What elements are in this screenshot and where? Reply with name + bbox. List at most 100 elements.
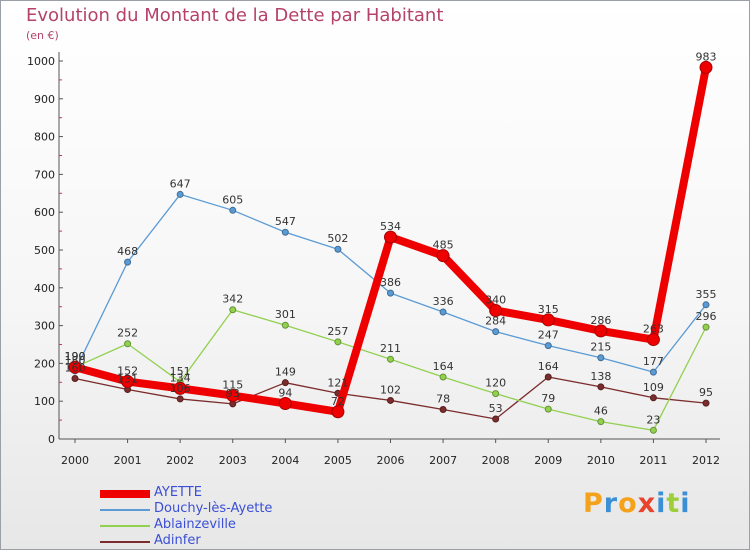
x-tick-label: 2004 — [271, 454, 299, 467]
data-point — [541, 313, 555, 327]
unit-label: (en €) — [26, 29, 59, 42]
x-tick-label: 2011 — [639, 454, 667, 467]
data-point — [492, 328, 500, 336]
logo-letter: P — [583, 488, 604, 519]
data-point — [646, 333, 660, 347]
data-label: 284 — [485, 315, 506, 328]
legend-label: Douchy-lès-Ayette — [154, 501, 273, 516]
data-label: 485 — [433, 239, 454, 252]
data-label: 115 — [222, 379, 243, 392]
data-label: 149 — [275, 366, 296, 379]
data-label: 355 — [696, 288, 717, 301]
data-point — [597, 354, 605, 362]
data-label: 164 — [538, 360, 559, 373]
data-point — [597, 383, 605, 391]
legend-label: AYETTE — [154, 485, 202, 500]
x-tick-label: 2008 — [482, 454, 510, 467]
data-point — [387, 396, 394, 404]
data-point — [387, 355, 394, 363]
data-point — [121, 375, 135, 389]
data-label: 120 — [485, 377, 506, 390]
data-label: 336 — [433, 295, 454, 308]
x-tick-label: 2010 — [587, 454, 615, 467]
logo-letter: t — [666, 488, 681, 519]
data-point — [594, 324, 608, 338]
data-label: 138 — [590, 370, 611, 383]
data-label: 95 — [699, 386, 713, 399]
data-label: 72 — [331, 395, 345, 408]
legend-swatch — [100, 509, 150, 511]
data-label: 79 — [541, 392, 555, 405]
data-label: 215 — [590, 341, 611, 354]
data-label: 53 — [489, 402, 503, 415]
data-label: 177 — [643, 355, 664, 368]
data-point — [281, 379, 289, 387]
data-point — [439, 373, 447, 381]
x-tick-label: 2009 — [534, 454, 562, 467]
logo-letter: r — [603, 488, 619, 519]
y-tick-label: 300 — [34, 320, 55, 333]
data-label: 94 — [278, 386, 292, 399]
data-label: 152 — [117, 365, 138, 378]
data-point — [173, 381, 187, 395]
data-point — [176, 395, 184, 403]
data-point — [278, 396, 292, 410]
data-label: 180 — [65, 354, 86, 367]
data-label: 190 — [65, 350, 86, 363]
data-point — [544, 342, 552, 350]
data-label: 252 — [117, 327, 138, 340]
data-point — [176, 190, 184, 198]
y-tick-label: 700 — [34, 168, 55, 181]
data-label: 315 — [538, 303, 559, 316]
data-label: 211 — [380, 342, 401, 355]
x-tick-label: 2001 — [114, 454, 142, 467]
data-label: 93 — [226, 387, 240, 400]
data-point — [281, 228, 289, 236]
legend-swatch — [100, 541, 150, 543]
data-point — [702, 399, 710, 407]
logo-letter: o — [618, 488, 638, 519]
data-point — [489, 303, 503, 317]
y-tick-label: 500 — [34, 244, 55, 257]
data-point — [439, 406, 447, 414]
data-label: 296 — [696, 310, 717, 323]
y-tick-label: 900 — [34, 93, 55, 106]
data-label: 547 — [275, 215, 296, 228]
data-point — [439, 308, 447, 316]
data-point — [492, 415, 500, 423]
legend-swatch — [100, 490, 150, 498]
data-label: 46 — [594, 405, 608, 418]
logo-letter: x — [637, 488, 657, 519]
data-point — [387, 289, 394, 297]
data-point — [331, 405, 345, 419]
data-point — [384, 230, 397, 244]
y-tick-label: 1000 — [27, 55, 55, 68]
x-tick-label: 2012 — [692, 454, 720, 467]
data-point — [334, 245, 342, 253]
data-label: 286 — [590, 314, 611, 327]
data-point — [229, 206, 237, 214]
data-label: 257 — [327, 325, 348, 338]
logo-letter: i — [680, 488, 691, 519]
y-tick-label: 200 — [34, 357, 55, 370]
data-label: 386 — [380, 276, 401, 289]
data-point — [124, 340, 132, 348]
x-tick-label: 2005 — [324, 454, 352, 467]
data-point — [544, 373, 552, 381]
y-tick-label: 400 — [34, 282, 55, 295]
data-label: 23 — [646, 413, 660, 426]
x-tick-label: 2002 — [166, 454, 194, 467]
data-point — [226, 389, 240, 403]
proxiti-logo: Proxiti — [583, 488, 691, 519]
data-label: 134 — [170, 371, 191, 384]
data-point — [702, 323, 710, 331]
data-label: 164 — [433, 360, 454, 373]
data-point — [68, 360, 82, 374]
data-point — [71, 375, 79, 383]
legend-label: Adinfer — [154, 533, 201, 548]
data-label: 106 — [170, 382, 191, 395]
data-point — [649, 368, 657, 376]
data-label: 534 — [380, 220, 401, 233]
data-point — [699, 60, 713, 74]
